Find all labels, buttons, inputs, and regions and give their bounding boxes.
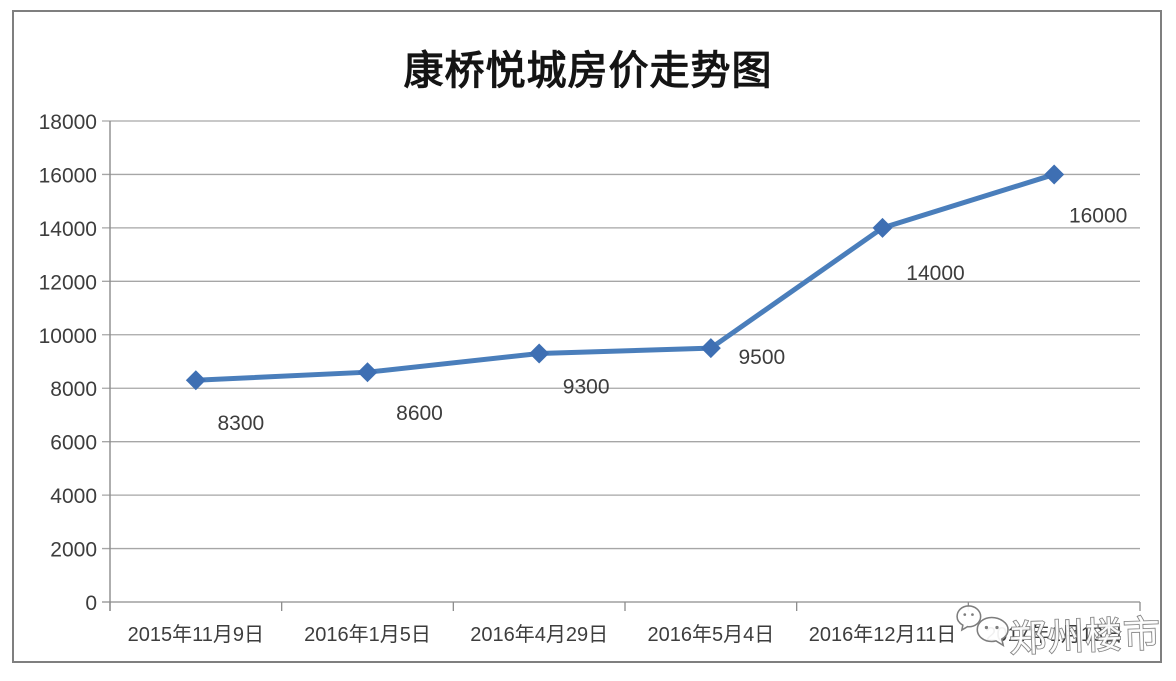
y-tick-label: 0 <box>85 592 97 615</box>
price-series-line <box>193 171 1057 383</box>
watermark-text: 郑州楼市 <box>1008 613 1163 661</box>
data-point-label: 14000 <box>906 262 964 285</box>
data-point-marker <box>700 338 721 359</box>
y-tick-label: 6000 <box>50 432 97 455</box>
x-tick-label: 2017年1月13日 <box>985 623 1123 646</box>
y-tick-label: 16000 <box>39 164 97 187</box>
y-tick-label: 8000 <box>50 378 97 401</box>
x-tick-label: 2016年4月29日 <box>470 623 608 646</box>
wechat-bubbles-icon <box>956 605 1009 647</box>
chart-frame <box>12 10 1162 663</box>
watermark: 郑州楼市 <box>953 598 1163 660</box>
y-tick-label: 10000 <box>39 325 97 348</box>
data-point-marker <box>529 343 550 364</box>
x-tick-label: 2016年12月11日 <box>809 623 957 646</box>
x-tick-label: 2016年5月4日 <box>647 623 774 646</box>
data-point-label: 8300 <box>217 412 264 435</box>
data-point-label: 8600 <box>396 402 443 425</box>
y-tick-label: 4000 <box>50 485 97 508</box>
chart-title: 康桥悦城房价走势图 <box>403 49 773 93</box>
x-tick-label: 2016年1月5日 <box>304 623 431 646</box>
data-point-marker <box>1044 164 1065 185</box>
data-point-marker <box>185 370 206 391</box>
data-point-label: 9300 <box>563 375 610 398</box>
y-tick-label: 18000 <box>39 111 97 134</box>
data-point-marker <box>357 362 378 383</box>
y-tick-label: 2000 <box>50 539 97 562</box>
y-tick-label: 14000 <box>39 218 97 241</box>
data-point-marker <box>872 217 893 238</box>
y-tick-label: 12000 <box>39 271 97 294</box>
x-tick-label: 2015年11月9日 <box>128 623 264 646</box>
data-point-label: 9500 <box>738 346 785 369</box>
data-point-label: 16000 <box>1069 204 1127 227</box>
